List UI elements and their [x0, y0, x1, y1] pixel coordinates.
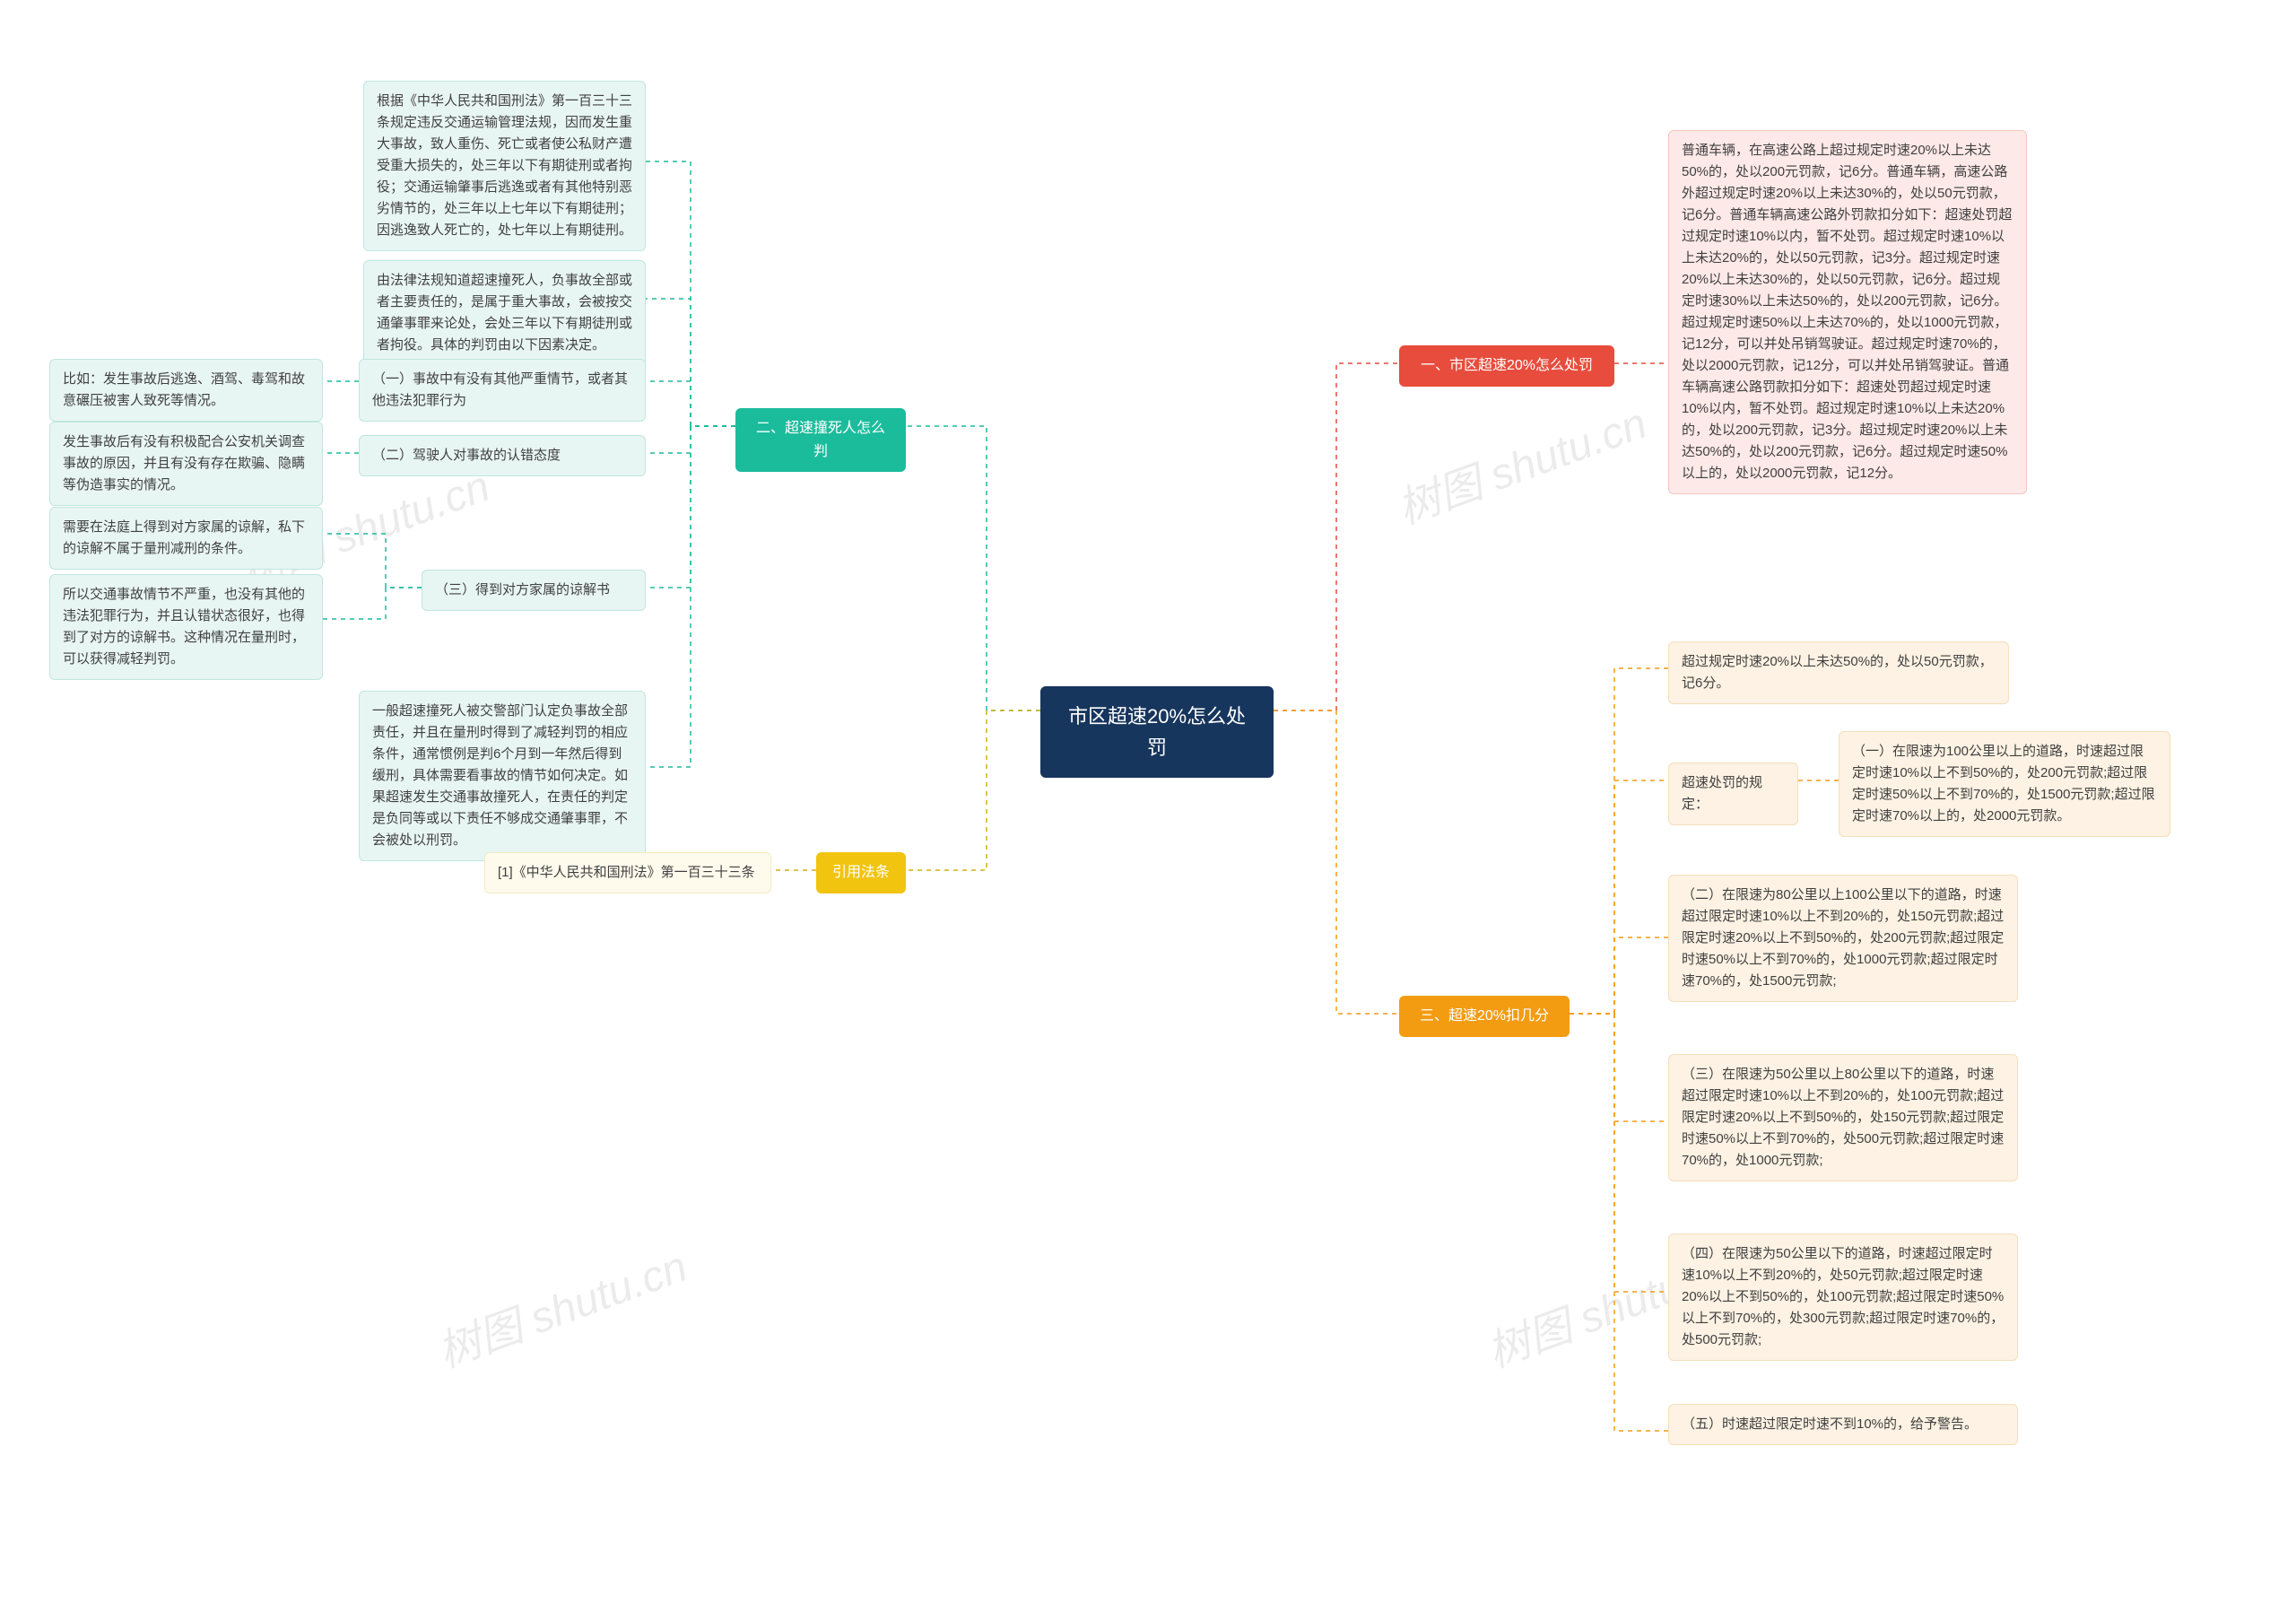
branch-4: 引用法条	[816, 852, 906, 893]
branch-3-leaf-1: 超过规定时速20%以上未达50%的，处以50元罚款，记6分。	[1668, 641, 2009, 704]
branch-1-leaf: 普通车辆，在高速公路上超过规定时速20%以上未达50%的，处以200元罚款，记6…	[1668, 130, 2027, 494]
branch-2: 二、超速撞死人怎么判	[735, 408, 906, 472]
branch-3: 三、超速20%扣几分	[1399, 996, 1570, 1037]
branch-4-leaf-1: [1]《中华人民共和国刑法》第一百三十三条	[484, 852, 771, 893]
branch-3-leaf-4: （三）在限速为50公里以上80公里以下的道路，时速超过限定时速10%以上不到20…	[1668, 1054, 2018, 1181]
branch-2-s1-leaf: 比如：发生事故后逃逸、酒驾、毒驾和故意碾压被害人致死等情况。	[49, 359, 323, 422]
watermark: 树图 shutu.cn	[428, 1231, 694, 1379]
branch-2-s1-label: （一）事故中有没有其他严重情节，或者其他违法犯罪行为	[359, 359, 646, 422]
branch-2-s2-leaf: 发生事故后有没有积极配合公安机关调查事故的原因，并且有没有存在欺骗、隐瞒等伪造事…	[49, 422, 323, 506]
branch-3-leaf-3: （二）在限速为80公里以上100公里以下的道路，时速超过限定时速10%以上不到2…	[1668, 875, 2018, 1002]
branch-2-s2-label: （二）驾驶人对事故的认错态度	[359, 435, 646, 476]
watermark: 树图 shutu.cn	[1387, 388, 1654, 536]
branch-2-s3-leaf-1: 需要在法庭上得到对方家属的谅解，私下的谅解不属于量刑减刑的条件。	[49, 507, 323, 570]
branch-3-leaf-2: （一）在限速为100公里以上的道路，时速超过限定时速10%以上不到50%的，处2…	[1839, 731, 2170, 837]
branch-2-leaf-3: 一般超速撞死人被交警部门认定负事故全部责任，并且在量刑时得到了减轻判罚的相应条件…	[359, 691, 646, 861]
branch-3-leaf-5: （四）在限速为50公里以下的道路，时速超过限定时速10%以上不到20%的，处50…	[1668, 1233, 2018, 1361]
branch-2-s3-leaf-2: 所以交通事故情节不严重，也没有其他的违法犯罪行为，并且认错状态很好，也得到了对方…	[49, 574, 323, 680]
branch-2-leaf-2: 由法律法规知道超速撞死人，负事故全部或者主要责任的，是属于重大事故，会被按交通肇…	[363, 260, 646, 366]
branch-3-leaf-6: （五）时速超过限定时速不到10%的，给予警告。	[1668, 1404, 2018, 1445]
branch-2-s3-label: （三）得到对方家属的谅解书	[422, 570, 646, 611]
branch-3-leaf-2-label: 超速处罚的规定：	[1668, 763, 1798, 825]
branch-1: 一、市区超速20%怎么处罚	[1399, 345, 1614, 387]
branch-2-leaf-1: 根据《中华人民共和国刑法》第一百三十三条规定违反交通运输管理法规，因而发生重大事…	[363, 81, 646, 251]
root-node: 市区超速20%怎么处罚	[1040, 686, 1274, 778]
